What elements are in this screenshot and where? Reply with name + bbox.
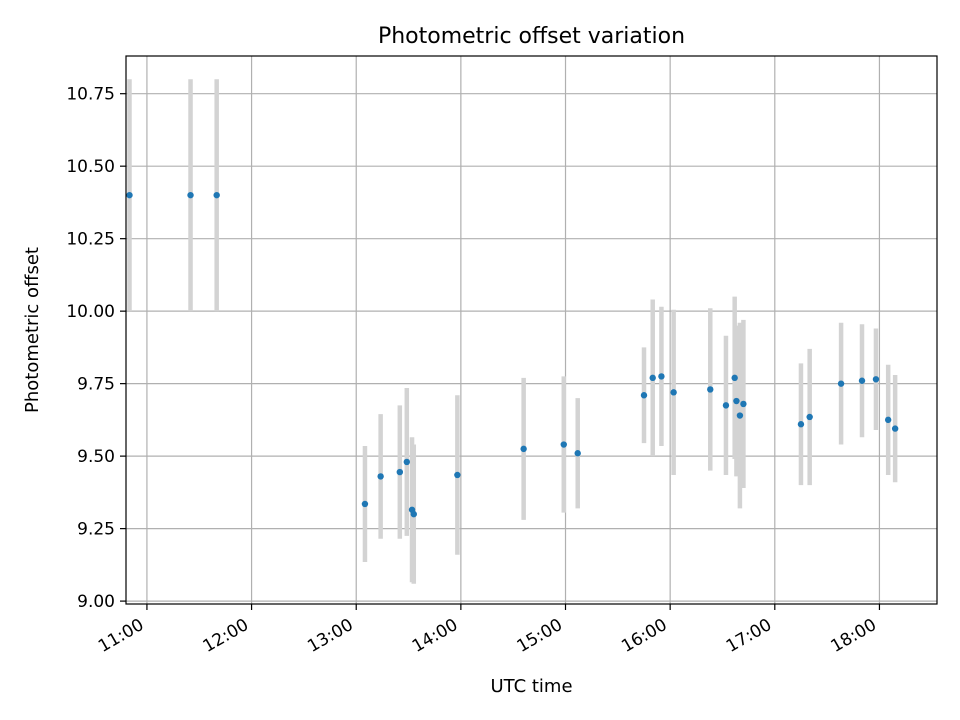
x-axis-label: UTC time	[490, 676, 572, 697]
data-point	[126, 191, 133, 199]
y-tick-label: 9.75	[77, 375, 115, 395]
data-point	[797, 421, 805, 428]
y-tick-label: 9.00	[77, 592, 115, 612]
y-tick-label: 9.25	[77, 520, 115, 540]
data-point	[574, 450, 581, 457]
data-point	[884, 416, 892, 424]
y-tick-label: 10.25	[66, 230, 115, 250]
data-point	[410, 510, 417, 518]
chart-title: Photometric offset variation	[378, 24, 685, 49]
data-point	[454, 471, 461, 479]
data-point	[560, 441, 567, 448]
y-tick-label: 9.50	[77, 447, 115, 467]
data-point	[707, 386, 714, 393]
y-axis-ticks: 9.00 9.25 9.50 9.75 10.00 10.25 10.50 10.75	[66, 85, 126, 612]
data-point	[722, 402, 730, 409]
grid-lines	[126, 56, 937, 604]
data-point	[640, 392, 648, 399]
data-point	[361, 500, 369, 508]
y-tick-label: 10.50	[66, 157, 115, 177]
data-point	[187, 191, 194, 199]
data-point	[731, 374, 738, 382]
data-point	[736, 412, 744, 419]
axes-frame	[125, 55, 938, 605]
data-point	[837, 380, 845, 387]
y-tick-label: 10.75	[66, 85, 115, 105]
data-point	[396, 468, 404, 476]
data-point	[740, 400, 747, 408]
y-tick-label: 10.00	[66, 302, 115, 322]
data-point	[891, 425, 899, 432]
data-point	[649, 374, 656, 382]
data-point	[658, 373, 665, 380]
data-point	[872, 376, 880, 383]
data-point	[520, 445, 527, 453]
data-point	[403, 458, 410, 466]
data-point	[213, 191, 220, 199]
data-point	[733, 397, 740, 405]
data-point	[377, 473, 384, 480]
data-point	[806, 413, 813, 421]
y-axis-label: Photometric offset	[22, 247, 43, 413]
data-point	[858, 377, 866, 384]
data-points	[126, 191, 899, 518]
data-point	[670, 389, 677, 396]
